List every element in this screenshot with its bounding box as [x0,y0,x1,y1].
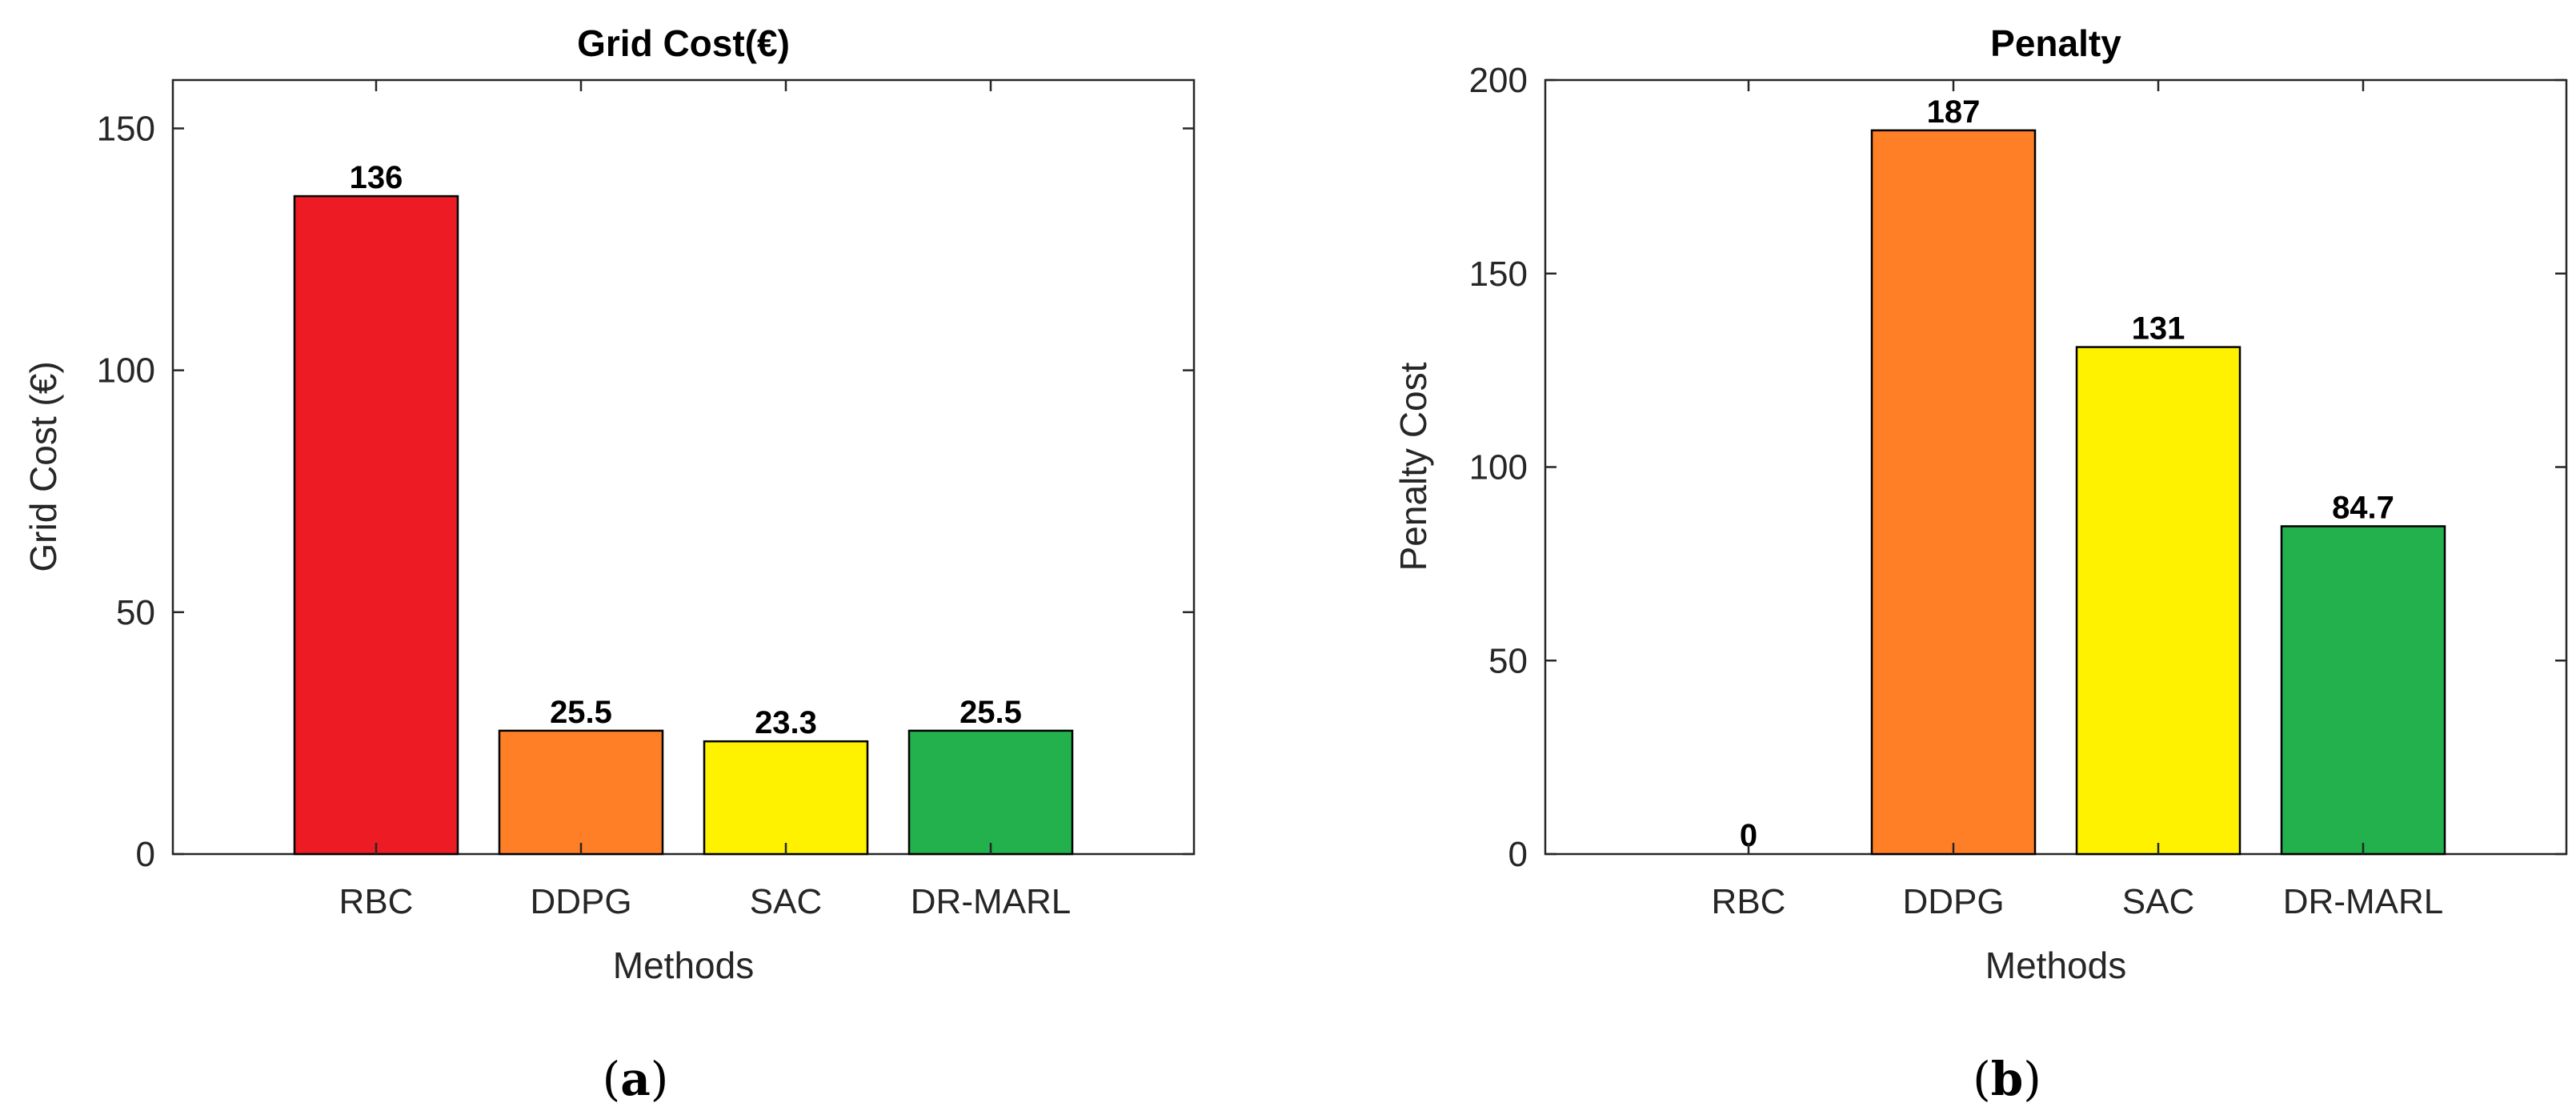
data-label: 84.7 [2332,490,2394,525]
y-tick-label: 150 [97,109,155,148]
y-ticks: 0 50 100 150 [97,109,1194,874]
caption-letter: b [1991,1052,2024,1106]
x-ticks: RBC DDPG SAC DR-MARL [1712,80,2443,921]
data-label: 131 [2132,311,2185,347]
data-label: 187 [1927,94,1981,130]
x-axis-label: Methods [1985,945,2126,986]
x-tick-label: DDPG [530,882,631,921]
x-tick-label: DDPG [1902,882,2004,921]
bar-dr-marl [2280,525,2446,856]
y-axis-label: Penalty Cost [1392,362,1434,571]
bar-rbc [293,195,459,856]
x-tick-label: RBC [339,882,414,921]
x-axis-label: Methods [613,945,754,986]
y-tick-label: 150 [1469,255,1528,294]
x-ticks: RBC DDPG SAC DR-MARL [339,80,1071,921]
x-tick-label: RBC [1712,882,1786,921]
bar-sac [703,740,869,856]
data-label: 25.5 [550,695,612,730]
x-tick-label: DR-MARL [2283,882,2443,921]
y-tick-label: 200 [1469,61,1528,100]
y-axis-label: Grid Cost (€) [22,361,64,572]
caption-b: (b) [1973,1052,2041,1106]
y-ticks: 0 50 100 150 200 [1469,61,2566,874]
bars: 0 187 131 84.7 [1740,94,2446,856]
chart-grid-cost: Grid Cost(€) Methods Grid Cost (€) 0 50 10… [22,22,1196,1106]
bar-dr-marl [907,729,1074,856]
data-label: 136 [350,160,403,195]
data-label: 0 [1740,818,1757,853]
caption-letter: a [620,1052,651,1106]
y-tick-label: 50 [116,593,155,632]
bar-ddpg [1870,129,2037,856]
data-label: 23.3 [755,705,817,740]
x-tick-label: SAC [2122,882,2194,921]
y-tick-label: 50 [1488,641,1528,680]
y-tick-label: 100 [1469,448,1528,487]
x-tick-label: SAC [750,882,822,921]
bar-ddpg [498,729,664,856]
caption-a: (a) [603,1052,669,1106]
data-label: 25.5 [959,695,1022,730]
y-tick-label: 100 [97,351,155,391]
chart-title: Penalty [1990,22,2121,64]
chart-title: Grid Cost(€) [577,22,790,64]
y-tick-label: 0 [136,835,155,874]
y-tick-label: 0 [1508,835,1528,874]
bar-sac [2075,346,2241,856]
x-tick-label: DR-MARL [911,882,1071,921]
chart-penalty: Penalty Methods Penalty Cost 0 50 100 150 20… [1392,22,2568,1106]
bars: 136 25.5 23.3 25.5 [293,160,1074,856]
